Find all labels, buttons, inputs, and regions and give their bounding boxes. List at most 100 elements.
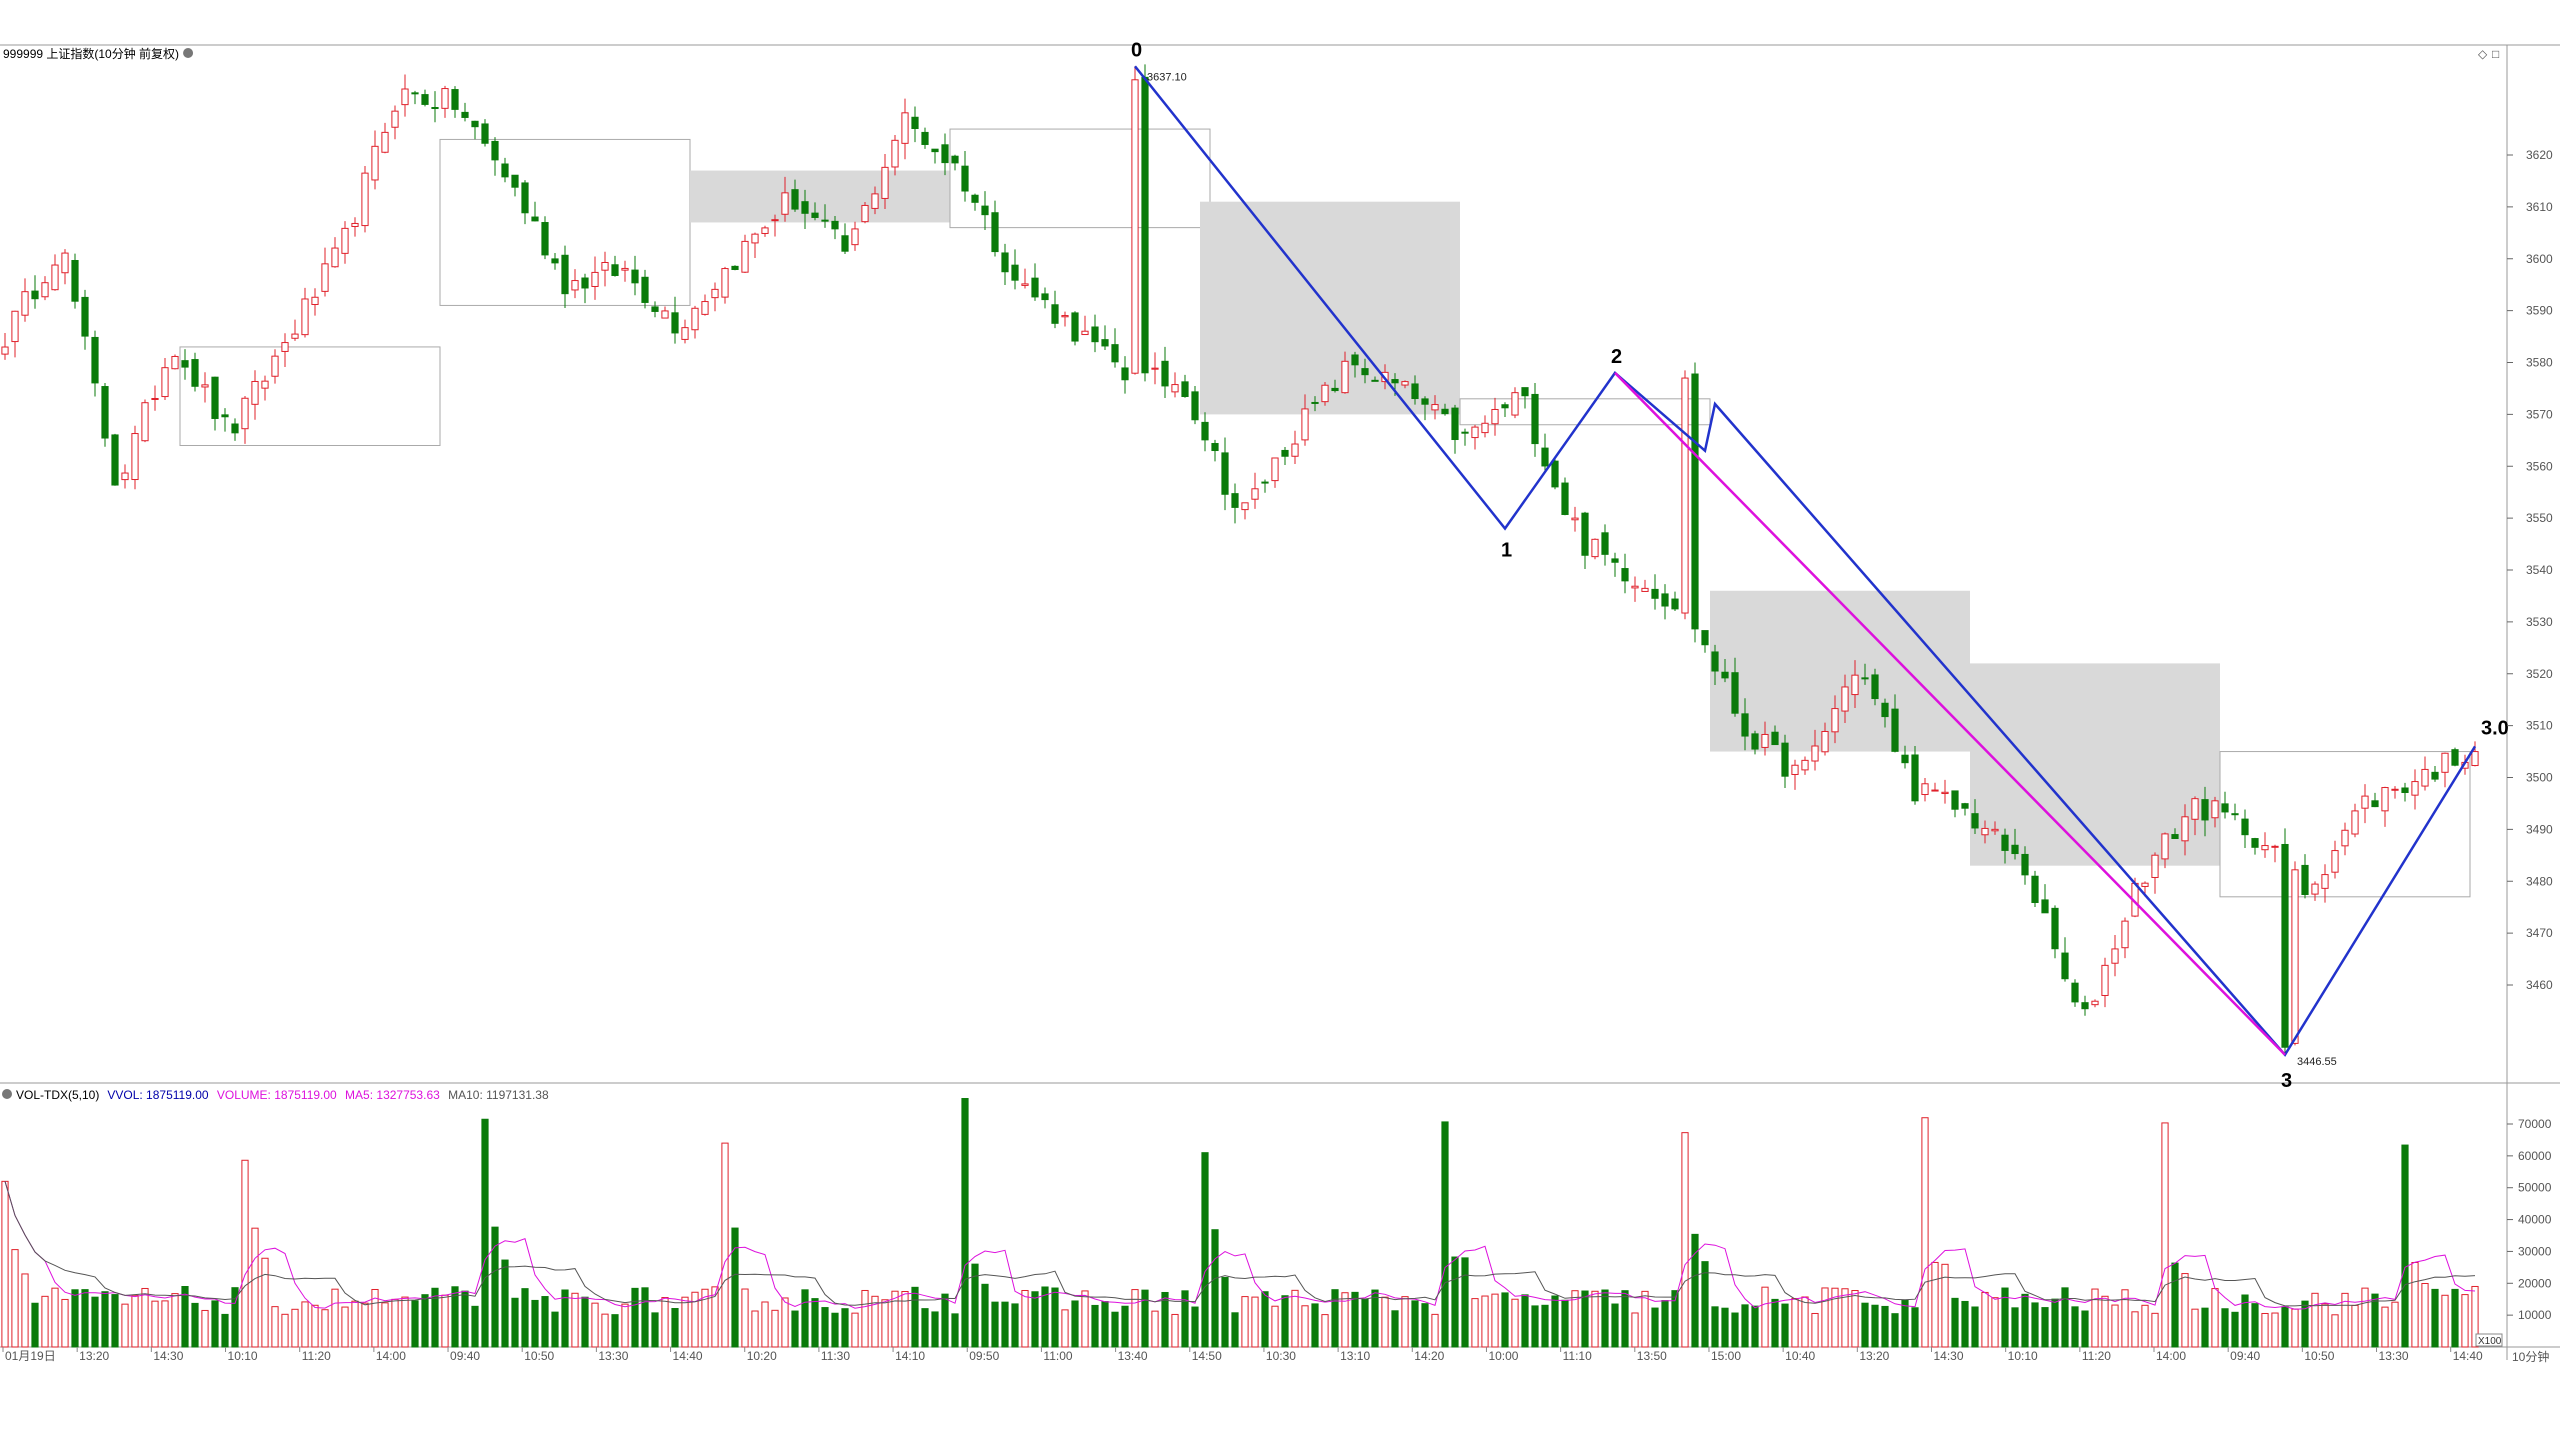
volume-bar (1621, 1290, 1629, 1348)
price-tick-label: 3540 (2526, 563, 2553, 577)
price-tick-label: 3590 (2526, 304, 2553, 318)
candle-body (881, 166, 889, 199)
candle-body (2241, 818, 2249, 836)
candle-body (911, 116, 919, 129)
volume-bar (1541, 1304, 1549, 1348)
volume-bar (201, 1309, 209, 1348)
candle-body (2431, 771, 2439, 780)
price-tick-label: 3510 (2526, 719, 2553, 733)
time-tick-label: 14:00 (2156, 1349, 2186, 1363)
volume-bar (591, 1302, 599, 1348)
candle-body (711, 288, 719, 299)
volume-bars (1, 1098, 2479, 1348)
candle-body (1741, 713, 1749, 737)
price-tick-label: 3620 (2526, 148, 2553, 162)
candle-body (791, 189, 799, 210)
price-tick-label: 3470 (2526, 926, 2553, 940)
candle-body (2371, 800, 2379, 808)
volume-bar (1201, 1152, 1209, 1348)
candle-body (341, 227, 349, 254)
volume-bar (651, 1312, 659, 1348)
volume-bar (2351, 1304, 2359, 1348)
window-icon[interactable]: □ (2492, 47, 2499, 61)
time-tick-label: 09:50 (969, 1349, 999, 1363)
volume-bar (861, 1289, 869, 1348)
volume-bar (1181, 1290, 1189, 1348)
time-tick-label: 09:40 (2230, 1349, 2260, 1363)
volume-bar (281, 1313, 289, 1348)
candle-body (651, 306, 659, 312)
candle-body (1181, 381, 1189, 397)
candle-body (1421, 398, 1429, 405)
volume-bar (1401, 1296, 1409, 1348)
candle-body (1761, 733, 1769, 748)
volume-tick-label: 30000 (2518, 1244, 2552, 1258)
candle-body (2291, 869, 2299, 1044)
consolidation-box (2219, 751, 2471, 898)
candle-body (1791, 764, 1799, 775)
volume-bar (1961, 1300, 1969, 1348)
diamond-icon[interactable]: ◇ (2478, 47, 2488, 61)
volume-bar (1011, 1303, 1019, 1348)
volume-bar (1651, 1307, 1659, 1348)
candle-body (2381, 787, 2389, 812)
volume-bar (1901, 1299, 1909, 1348)
candle-body (1621, 568, 1629, 582)
volume-bar (2471, 1285, 2479, 1348)
volume-bar (731, 1227, 739, 1348)
candle-body (2231, 813, 2239, 816)
volume-bar (1981, 1291, 1989, 1348)
volume-bar (211, 1300, 219, 1348)
candle-body (281, 342, 289, 352)
volume-bar (1041, 1286, 1049, 1348)
candle-body (1341, 360, 1349, 394)
volume-bar (361, 1302, 369, 1348)
candle-body (1591, 538, 1599, 558)
candle-body (741, 240, 749, 273)
price-tick-label: 3550 (2526, 511, 2553, 525)
candle-body (1061, 315, 1069, 318)
candle-body (1091, 326, 1099, 343)
vvol-value: VVOL: 1875119.00 (107, 1088, 209, 1102)
candle-body (2391, 788, 2399, 791)
volume-bar (1581, 1290, 1589, 1348)
time-tick-label: 10:10 (228, 1349, 258, 1363)
volume-bar (111, 1294, 119, 1348)
volume-bar (2421, 1282, 2429, 1348)
volume-bar (2221, 1308, 2229, 1348)
time-tick-label: 15:00 (1711, 1349, 1741, 1363)
wave-label: 3 (2281, 1070, 2292, 1092)
candle-body (641, 276, 649, 303)
volume-bar (1971, 1306, 1979, 1348)
volume-bar (941, 1293, 949, 1348)
volume-menu-circle-icon[interactable] (2, 1089, 12, 1099)
volume-bar (521, 1288, 529, 1348)
volume-bar (1001, 1301, 1009, 1348)
volume-tick-label: 40000 (2518, 1213, 2552, 1227)
candle-body (1551, 460, 1559, 488)
candle-body (2211, 800, 2219, 819)
candle-body (2251, 838, 2259, 848)
menu-circle-icon[interactable] (183, 48, 194, 58)
period-label: 10分钟 (2512, 1349, 2549, 1364)
volume-bar (1251, 1296, 1259, 1348)
wave-label: 2 (1611, 346, 1622, 368)
candle-body (1671, 598, 1679, 610)
volume-bar (2051, 1298, 2059, 1348)
volume-bar (1831, 1287, 1839, 1348)
candle-body (161, 367, 169, 398)
volume-bar (581, 1296, 589, 1348)
price-tick-label: 3460 (2526, 978, 2553, 992)
candle-body (891, 139, 899, 168)
candle-body (1241, 502, 1249, 511)
consolidation-box (949, 128, 1211, 229)
time-tick-label: 10:20 (747, 1349, 777, 1363)
candle-body (1891, 708, 1899, 752)
candle-body (1941, 791, 1949, 795)
volume-bar (1611, 1303, 1619, 1348)
volume-bar (2151, 1312, 2159, 1348)
candle-body (1101, 339, 1109, 347)
volume-bar (1881, 1305, 1889, 1348)
price-tick-label: 3600 (2526, 252, 2553, 266)
candle-body (1641, 587, 1649, 592)
